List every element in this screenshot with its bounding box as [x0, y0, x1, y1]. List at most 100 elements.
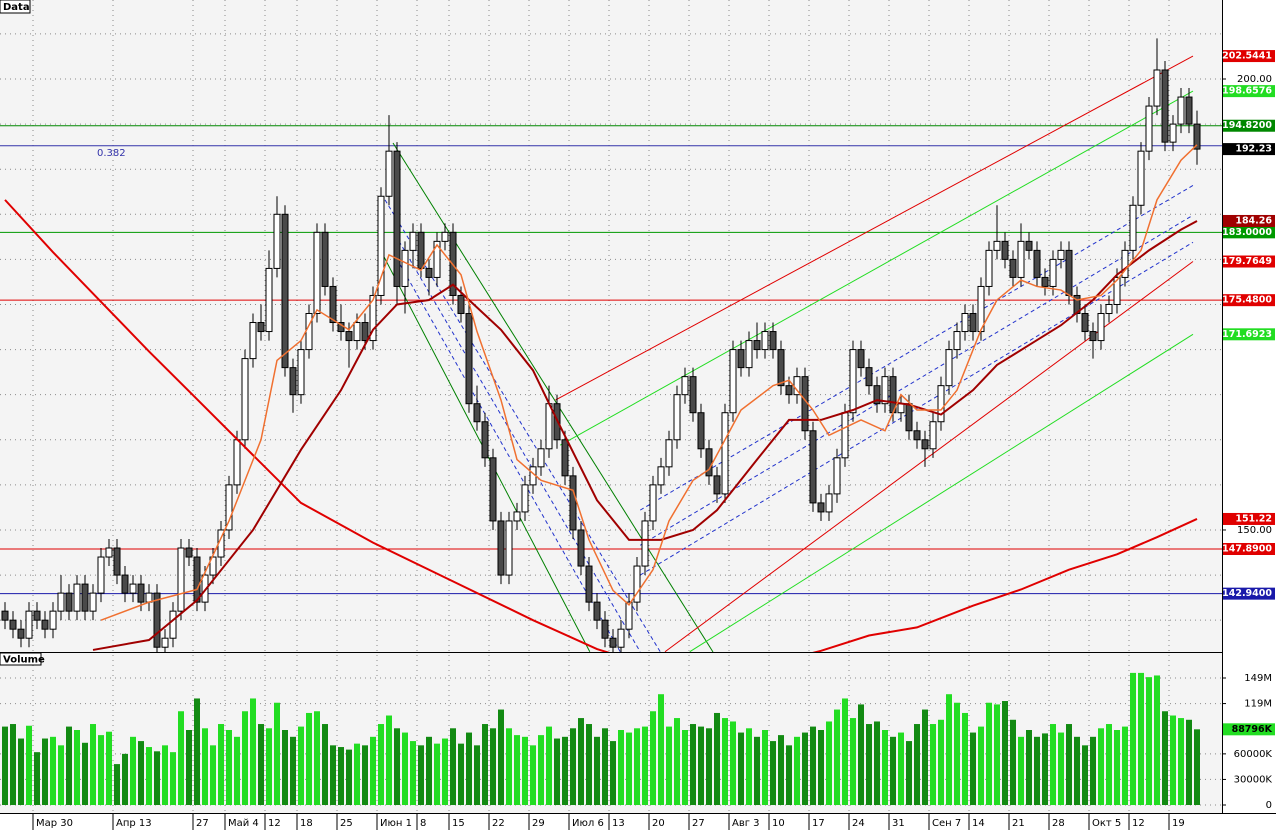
candle-body — [433, 240, 441, 278]
volume-bar — [866, 724, 872, 805]
trend-line — [639, 185, 1194, 511]
candle-body — [713, 475, 721, 495]
candle-body — [273, 213, 281, 269]
volume-bar — [266, 728, 272, 805]
candle-body — [417, 231, 425, 269]
candle-body — [905, 403, 913, 432]
candle-body — [441, 231, 449, 242]
x-tick-label: 25 — [340, 818, 353, 829]
candle-body — [17, 628, 25, 639]
volume-bar — [106, 731, 112, 805]
candle-body — [593, 601, 601, 621]
volume-bar — [394, 728, 400, 805]
candle-body — [1017, 240, 1025, 278]
x-tick-label: 17 — [812, 818, 825, 829]
candle-body — [777, 349, 785, 387]
candle-body — [281, 213, 289, 369]
candle-body — [1193, 123, 1201, 150]
candle-body — [209, 556, 217, 576]
volume-bar — [714, 712, 720, 805]
volume-bar — [506, 728, 512, 805]
volume-bar — [650, 711, 656, 805]
volume-bar — [1034, 736, 1040, 805]
volume-bar — [834, 709, 840, 805]
candle-body — [121, 574, 129, 594]
x-tick-label: 18 — [300, 818, 313, 829]
volume-bar — [562, 736, 568, 805]
candle-body — [961, 313, 969, 333]
trend-line — [394, 234, 641, 652]
volume-bar — [842, 698, 848, 805]
candle-body — [689, 376, 697, 414]
volume-bar — [10, 724, 16, 805]
volume-bar — [498, 709, 504, 805]
candle-body — [313, 231, 321, 315]
volume-bar — [330, 745, 336, 805]
volume-plot — [0, 655, 1222, 813]
price-panel — [0, 0, 1222, 652]
volume-bar — [322, 724, 328, 805]
candle-body — [513, 511, 521, 522]
price-label: 198.6576 — [1222, 86, 1272, 97]
candle-body — [849, 349, 857, 414]
volume-bar — [610, 741, 616, 805]
volume-bar — [34, 752, 40, 805]
x-tick-label: 31 — [892, 818, 905, 829]
candle-body — [809, 430, 817, 504]
candle-body — [377, 195, 385, 296]
volume-bar — [882, 730, 888, 805]
volume-bar — [1178, 718, 1184, 805]
volume-bar — [522, 736, 528, 805]
candle-body — [985, 249, 993, 287]
volume-bar — [234, 736, 240, 805]
fib-label: 0.382 — [97, 148, 126, 159]
volume-bar — [170, 752, 176, 805]
volume-bar — [346, 749, 352, 805]
candle-body — [201, 574, 209, 603]
volume-bar — [786, 745, 792, 805]
volume-tick-label: 30000K — [1234, 774, 1273, 785]
volume-bar — [218, 724, 224, 805]
volume-bar — [602, 728, 608, 805]
price-label: 175.4800 — [1222, 295, 1272, 306]
volume-bar — [122, 753, 128, 805]
volume-bar — [1146, 677, 1152, 805]
candle-body — [361, 322, 369, 342]
price-label-box — [1223, 255, 1275, 268]
candle-body — [457, 294, 465, 315]
axes: 150.00 200.00 0 30000K 60000K 119M 149M Мар 30 А… — [32, 50, 1275, 830]
candle-body — [249, 322, 257, 360]
volume-bar — [274, 702, 280, 805]
candle-body — [385, 150, 393, 197]
price-label-box — [1223, 587, 1275, 600]
volume-bar — [354, 743, 360, 805]
candle-body — [345, 331, 353, 342]
volume-label: 88796K — [1232, 724, 1273, 735]
volume-bar — [338, 747, 344, 805]
candle-body — [953, 331, 961, 351]
price-label: 194.8200 — [1222, 120, 1272, 131]
trend-line — [664, 261, 1194, 652]
candle-body — [9, 619, 17, 630]
price-label: 142.9400 — [1222, 588, 1272, 599]
volume-bar — [1170, 715, 1176, 805]
volume-bar — [1114, 730, 1120, 805]
volume-bar — [666, 726, 672, 805]
candle-body — [609, 637, 617, 648]
trend-line — [392, 142, 714, 652]
volume-bar — [1162, 711, 1168, 805]
volume-bar — [490, 728, 496, 805]
price-label-box — [1223, 543, 1275, 556]
panel-label-box — [0, 0, 31, 14]
candle-body — [641, 520, 649, 567]
candle-body — [1177, 96, 1185, 125]
candle-body — [225, 484, 233, 531]
candle-body — [41, 619, 49, 630]
volume-bar — [746, 728, 752, 805]
price-label-box — [1223, 294, 1275, 307]
trend-line — [559, 90, 1194, 446]
volume-bar — [58, 745, 64, 805]
volume-bar — [890, 736, 896, 805]
price-label: 171.6923 — [1222, 329, 1272, 340]
